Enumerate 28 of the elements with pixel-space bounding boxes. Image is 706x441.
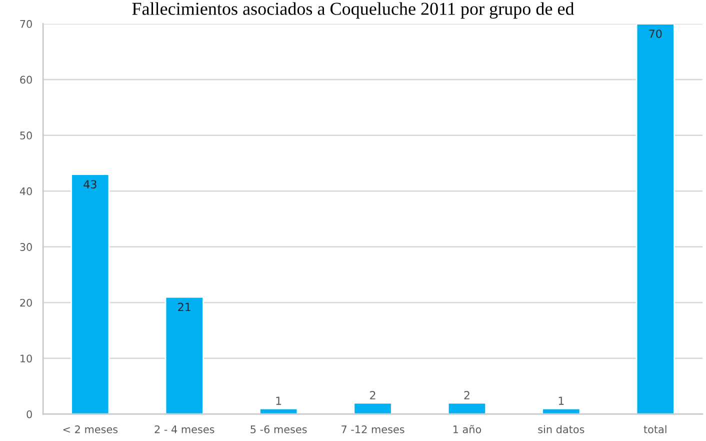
y-tick-label: 20 (20, 298, 32, 307)
data-label: 2 (464, 391, 470, 400)
y-tick-label: 40 (20, 187, 32, 196)
x-tick-label: total (644, 425, 666, 434)
y-tick-label: 60 (20, 76, 32, 84)
data-label: 21 (178, 302, 190, 312)
y-tick-label: 30 (20, 243, 32, 251)
bar (70, 174, 110, 414)
chart-title: Fallecimientos asociados a Coqueluche 2011 por grupo de ed (132, 2, 574, 19)
data-label: 2 (370, 391, 376, 400)
y-tick-label: 50 (20, 132, 32, 140)
bar (447, 402, 487, 414)
x-tick-label: 5 -6 meses (250, 425, 307, 434)
x-tick-label: 7 -12 meses (342, 425, 404, 434)
data-label: 70 (649, 30, 662, 38)
bar (636, 24, 675, 414)
x-tick-label: 1 año (453, 425, 482, 434)
x-tick-label: sin datos (538, 425, 584, 434)
x-tick-label: 2 - 4 meses (154, 425, 214, 434)
bar (353, 402, 392, 414)
x-tick-label: < 2 meses (63, 425, 118, 434)
data-label: 1 (276, 396, 282, 405)
data-label: 43 (84, 180, 96, 189)
y-tick-label: 0 (26, 410, 32, 418)
y-tick-label: 70 (20, 20, 32, 28)
bar (164, 296, 204, 414)
y-tick-label: 10 (20, 354, 32, 362)
data-label: 1 (558, 396, 564, 405)
